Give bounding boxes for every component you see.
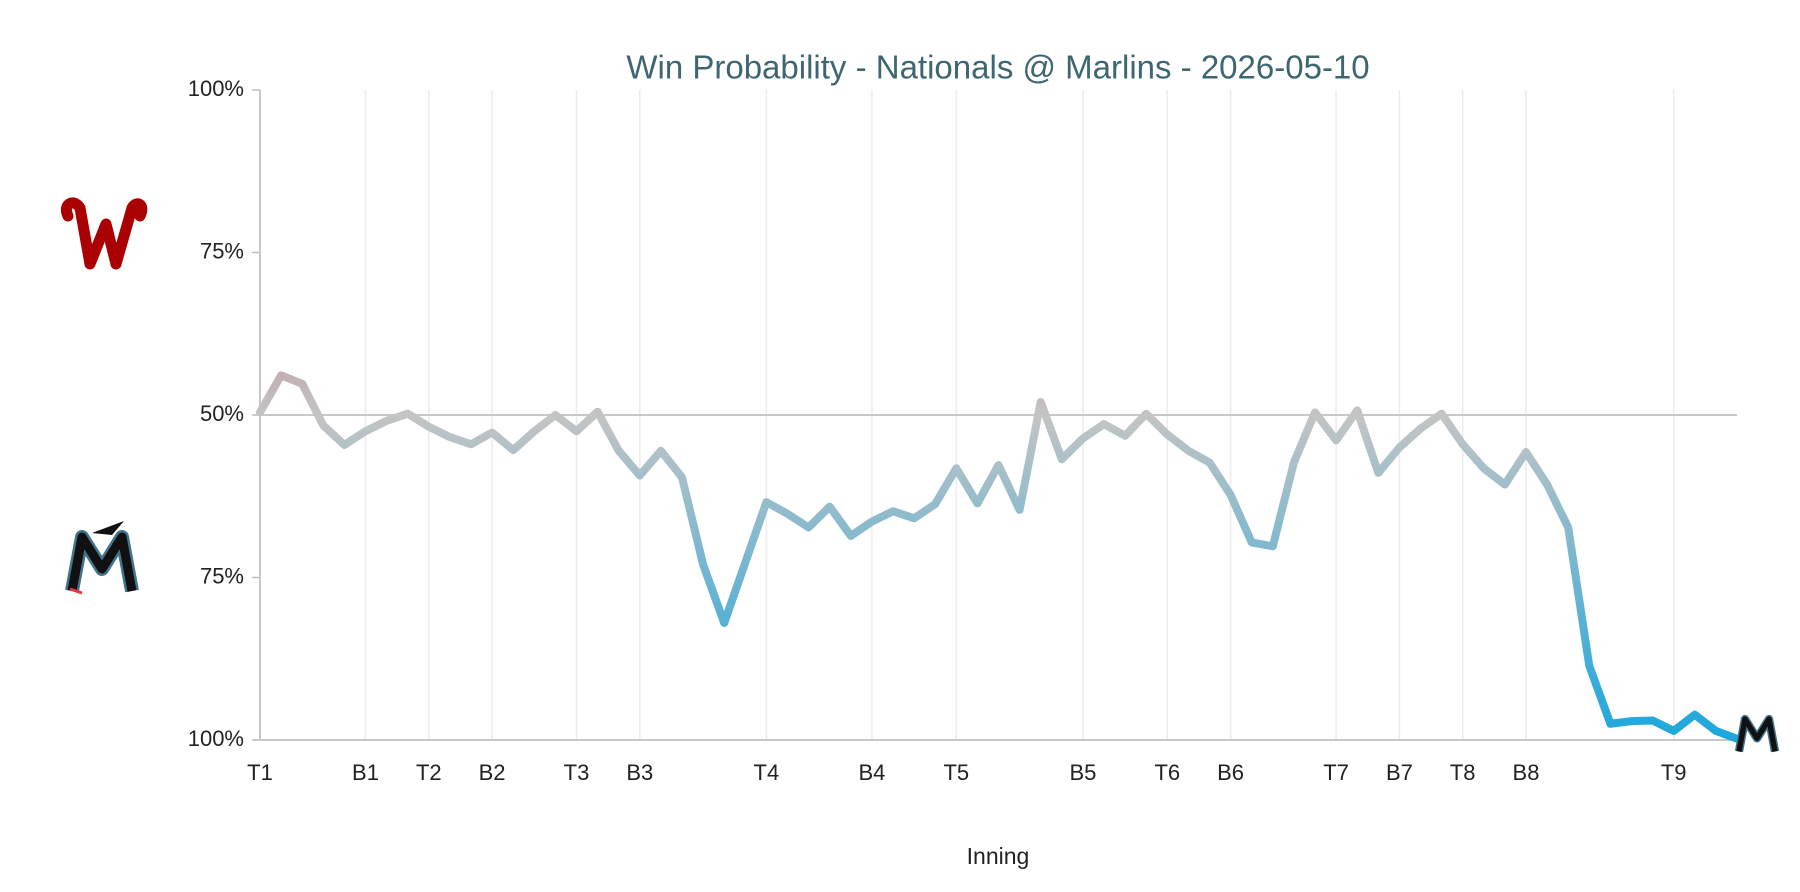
x-tick-label: B8 [1513,760,1540,785]
y-tick-label: 100% [188,76,244,101]
x-tick-label: T9 [1661,760,1687,785]
home-away-logo-nationals [61,197,148,270]
x-tick-label: T3 [564,760,590,785]
chart-title: Win Probability - Nationals @ Marlins - … [626,49,1369,86]
end-marker-m [1736,716,1778,752]
y-tick-label: 75% [200,238,244,263]
x-tick-label: T2 [416,760,442,785]
x-tick-label: T6 [1154,760,1180,785]
x-tick-label: B3 [626,760,653,785]
team-logo-marlins [65,521,139,595]
x-tick-label: B6 [1217,760,1244,785]
y-tick-label: 100% [188,726,244,751]
y-tick-label: 75% [200,563,244,588]
x-tick-label: B2 [479,760,506,785]
x-tick-label: B1 [352,760,379,785]
x-tick-label: B5 [1069,760,1096,785]
win-probability-line [256,371,1741,743]
x-tick-label: T4 [754,760,780,785]
x-tick-label: B7 [1386,760,1413,785]
x-tick-label: T7 [1323,760,1349,785]
x-axis-label: Inning [967,843,1030,869]
x-tick-label: T5 [943,760,969,785]
x-tick-label: T8 [1450,760,1476,785]
y-tick-label: 50% [200,401,244,426]
x-tick-label: B4 [858,760,885,785]
end-marker-logo [1734,714,1780,753]
x-tick-label: T1 [247,760,273,785]
